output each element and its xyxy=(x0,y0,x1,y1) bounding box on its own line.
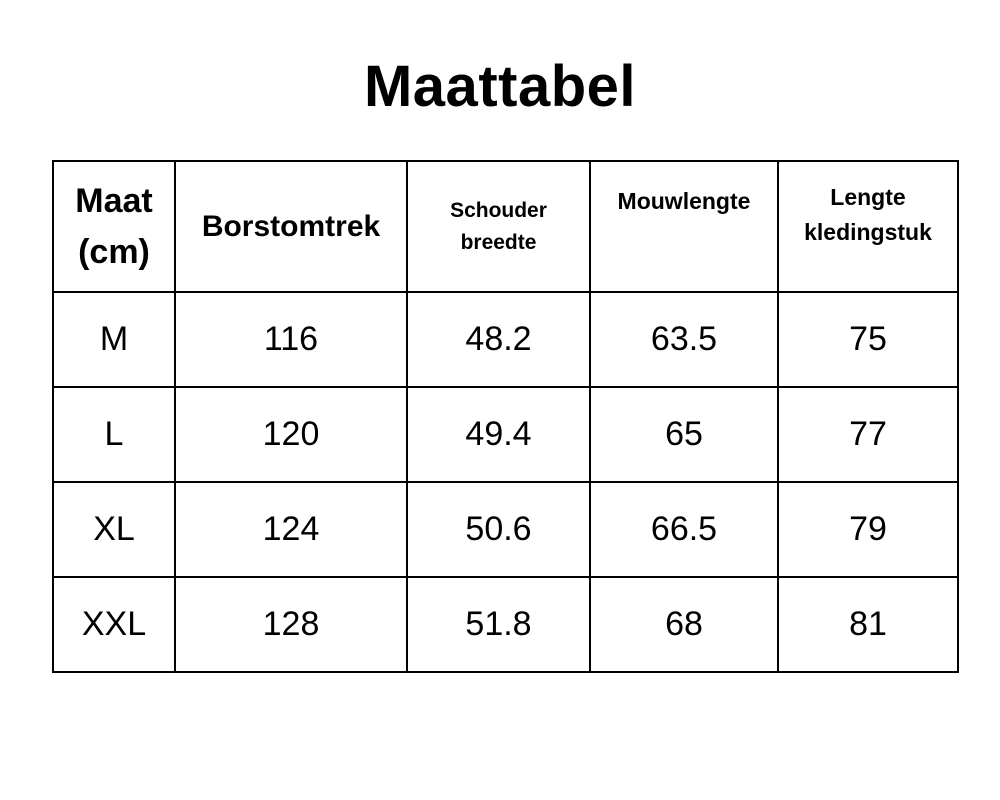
table-header-row: Maat (cm) Borstomtrek Schouder breedte M… xyxy=(52,160,959,293)
cell-size: L xyxy=(52,386,176,483)
cell-mouwlengte: 66.5 xyxy=(589,481,779,578)
cell-schouder-breedte: 48.2 xyxy=(406,291,591,388)
cell-schouder-breedte: 51.8 xyxy=(406,576,591,673)
cell-borstomtrek: 116 xyxy=(174,291,408,388)
cell-lengte-kledingstuk: 77 xyxy=(777,386,959,483)
table-row-m: M 116 48.2 63.5 75 xyxy=(52,291,959,388)
page-title: Maattabel xyxy=(363,54,636,119)
cell-mouwlengte: 65 xyxy=(589,386,779,483)
column-header-mouwlengte: Mouwlengte xyxy=(589,160,779,293)
cell-size: XL xyxy=(52,481,176,578)
cell-lengte-kledingstuk: 79 xyxy=(777,481,959,578)
column-header-lengte-kledingstuk: Lengte kledingstuk xyxy=(777,160,959,293)
table-row-xl: XL 124 50.6 66.5 79 xyxy=(52,481,959,578)
cell-schouder-breedte: 49.4 xyxy=(406,386,591,483)
cell-lengte-kledingstuk: 75 xyxy=(777,291,959,388)
table-row-xxl: XXL 128 51.8 68 81 xyxy=(52,576,959,673)
cell-mouwlengte: 68 xyxy=(589,576,779,673)
column-header-maat-cm: Maat (cm) xyxy=(52,160,176,293)
cell-borstomtrek: 120 xyxy=(174,386,408,483)
column-header-schouder-breedte: Schouder breedte xyxy=(406,160,591,293)
size-table: Maat (cm) Borstomtrek Schouder breedte M… xyxy=(52,160,959,673)
cell-lengte-kledingstuk: 81 xyxy=(777,576,959,673)
cell-borstomtrek: 128 xyxy=(174,576,408,673)
table-row-l: L 120 49.4 65 77 xyxy=(52,386,959,483)
cell-size: XXL xyxy=(52,576,176,673)
cell-schouder-breedte: 50.6 xyxy=(406,481,591,578)
cell-mouwlengte: 63.5 xyxy=(589,291,779,388)
cell-size: M xyxy=(52,291,176,388)
cell-borstomtrek: 124 xyxy=(174,481,408,578)
column-header-borstomtrek: Borstomtrek xyxy=(174,160,408,293)
